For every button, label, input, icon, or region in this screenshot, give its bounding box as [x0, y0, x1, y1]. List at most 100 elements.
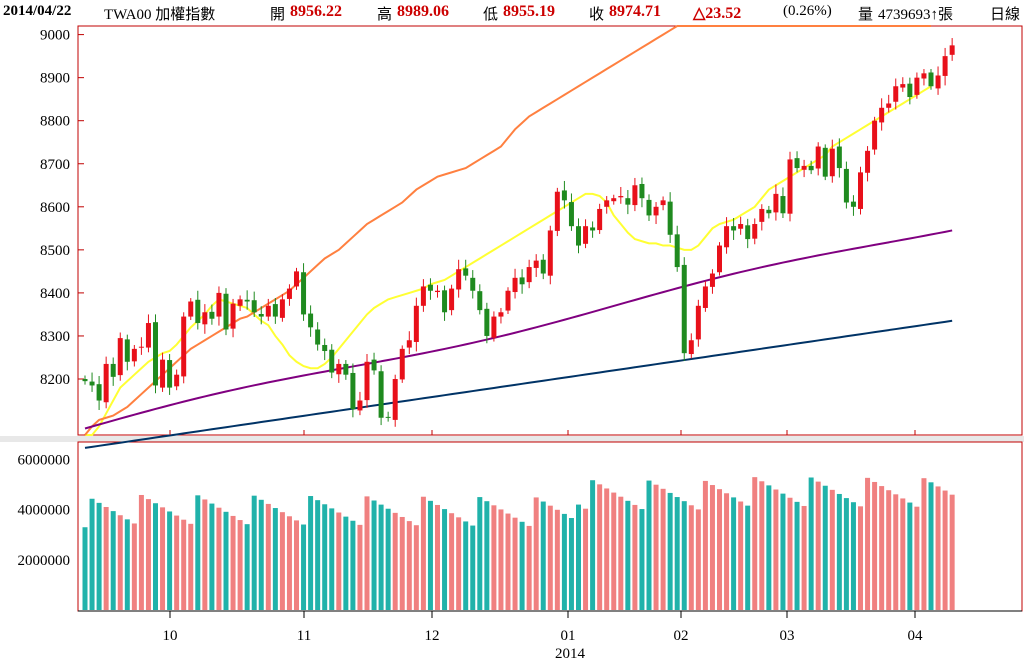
volume-bar: [427, 500, 433, 610]
volume-bar: [470, 525, 476, 610]
candle-body: [829, 148, 835, 177]
candle-body: [822, 147, 828, 177]
candle-body: [836, 146, 842, 169]
change-value: △23.52: [693, 5, 742, 22]
volume-bar: [836, 493, 842, 610]
ma-line-ma60: [84, 229, 953, 430]
volume-bar: [801, 505, 807, 610]
volume-bar: [322, 504, 328, 610]
volume-bar: [216, 507, 222, 610]
volume-bar: [223, 511, 229, 610]
candle-body: [195, 299, 201, 324]
volume-bar: [540, 501, 546, 610]
volume-bar: [858, 506, 863, 610]
month-tick-label: 11: [297, 628, 311, 644]
volume-bar: [463, 521, 469, 610]
volume-bar: [808, 477, 814, 610]
candle-body: [96, 384, 102, 401]
candle-body: [272, 304, 278, 317]
candle-body: [181, 316, 187, 377]
month-tick-label: 02: [674, 628, 689, 644]
volume-bar: [82, 527, 88, 610]
candle-body: [667, 201, 673, 235]
volume-bar: [787, 497, 793, 610]
candle-body: [117, 338, 123, 376]
volume-bar: [138, 494, 144, 610]
volume-bar: [611, 492, 617, 610]
candle-body: [336, 363, 342, 375]
volume-bar: [96, 502, 102, 610]
candle-body: [709, 273, 715, 287]
volume-bar: [900, 498, 906, 610]
volume-bar: [385, 508, 391, 610]
volume-bar: [286, 516, 292, 610]
volume-bar: [413, 525, 419, 610]
price-tick-label: 8800: [40, 114, 70, 130]
candle-body: [745, 225, 751, 240]
candle-body: [540, 259, 546, 274]
candle-body: [138, 346, 144, 348]
candle-body: [688, 340, 694, 355]
candle-body: [773, 193, 779, 213]
volume-bar: [547, 505, 553, 610]
volume-bar: [759, 481, 765, 610]
volume-bar: [89, 498, 95, 610]
close-value: 8974.71: [609, 3, 661, 20]
candle-body: [124, 339, 130, 362]
candle-body: [294, 271, 299, 287]
volume-bar: [435, 504, 440, 610]
volume-bar: [131, 523, 137, 610]
candle-body: [103, 363, 109, 403]
volume-bar: [709, 485, 715, 610]
candle-body: [188, 301, 194, 317]
quote-date: 2014/04/22: [3, 3, 72, 19]
candle-body: [639, 183, 645, 199]
volume-bar: [822, 485, 828, 610]
candle-body: [251, 300, 257, 313]
volume-bar: [449, 513, 455, 610]
change-percent: (0.26%): [783, 3, 832, 19]
candle-body: [258, 313, 264, 317]
candle-body: [949, 45, 955, 55]
candle-body: [420, 286, 426, 306]
candle-body: [145, 323, 151, 348]
volume-bar: [209, 503, 215, 610]
month-tick-label: 12: [425, 628, 440, 644]
month-tick-label: 10: [163, 628, 178, 644]
volume-bar: [681, 501, 687, 610]
candle-body: [244, 299, 250, 302]
volume-bar: [752, 477, 758, 610]
volume-bar: [561, 513, 567, 610]
volume-bar: [893, 494, 899, 610]
volume-bar: [491, 505, 497, 610]
candle-body: [928, 72, 934, 87]
volume-bar: [272, 508, 278, 610]
candlesticks: [82, 38, 955, 427]
volume-bar: [230, 515, 236, 610]
low-label: 低: [483, 7, 499, 23]
candle-body: [724, 226, 730, 248]
candle-body: [315, 329, 321, 345]
candle-body: [808, 165, 814, 171]
price-tick-label: 8500: [40, 243, 70, 259]
volume-bar: [667, 492, 673, 610]
candle-body: [442, 290, 448, 313]
candle-body: [153, 322, 158, 386]
panel-separator[interactable]: [0, 436, 1024, 442]
volume-bar: [512, 517, 518, 610]
volume-bar: [702, 480, 708, 610]
candle-body: [357, 400, 363, 411]
candle-body: [561, 190, 567, 201]
volume-tick-label: 2000000: [18, 553, 71, 569]
candle-body: [900, 84, 906, 88]
candle-body: [322, 344, 328, 352]
volume-bar: [745, 505, 751, 610]
candle-body: [526, 267, 532, 283]
candle-body: [89, 381, 95, 386]
period-label: 日線: [990, 7, 1021, 23]
candle-body: [843, 168, 849, 203]
candle-body: [435, 290, 440, 293]
candle-body: [695, 305, 701, 340]
candle-body: [653, 206, 659, 216]
